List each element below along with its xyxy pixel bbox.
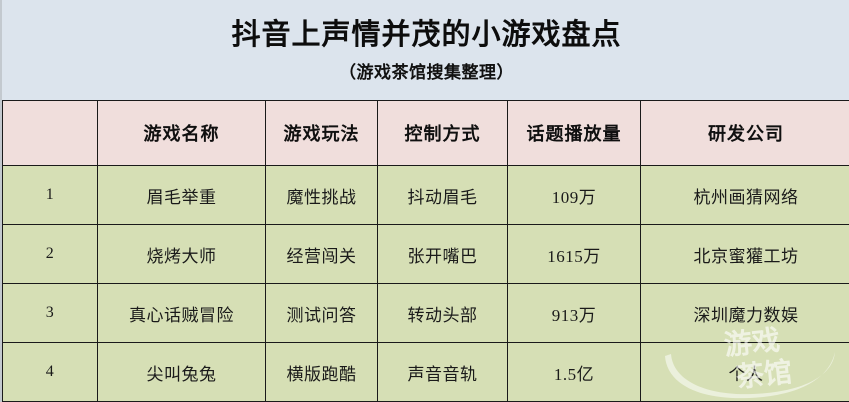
cell-company: 北京蜜獾工坊 [640,224,849,284]
cell-game-name: 真心话贼冒险 [97,283,266,343]
cell-index: 1 [2,165,98,225]
cell-game-name: 烧烤大师 [97,224,266,284]
cell-index: 2 [2,224,98,284]
page-subtitle: （游戏茶馆搜集整理） [339,63,514,83]
cell-game-name: 尖叫兔兔 [97,342,266,402]
column-header-company: 研发公司 [640,100,849,166]
table-row: 2 烧烤大师 经营闯关 张开嘴巴 1615万 北京蜜獾工坊 [2,224,849,284]
cell-gameplay: 测试问答 [265,283,378,343]
table-row: 3 真心话贼冒险 测试问答 转动头部 913万 深圳魔力数娱 [2,283,849,343]
cell-company: 深圳魔力数娱 [640,283,849,343]
title-block: 抖音上声情并茂的小游戏盘点 （游戏茶馆搜集整理） [2,0,849,100]
cell-control-method: 声音音轨 [377,342,508,402]
cell-control-method: 转动头部 [377,283,508,343]
cell-topic-views: 1615万 [507,224,641,284]
table-row: 1 眉毛举重 魔性挑战 抖动眉毛 109万 杭州画猜网络 [2,165,849,225]
cell-gameplay: 经营闯关 [265,224,378,284]
cell-topic-views: 913万 [507,283,641,343]
cell-control-method: 抖动眉毛 [377,165,508,225]
cell-company: 杭州画猜网络 [640,165,849,225]
column-header-name: 游戏名称 [97,100,266,166]
column-header-control: 控制方式 [377,100,508,166]
cell-index: 3 [2,283,98,343]
cell-gameplay: 横版跑酷 [265,342,378,402]
table-row: 4 尖叫兔兔 横版跑酷 声音音轨 1.5亿 个人 [2,342,849,402]
cell-index: 4 [2,342,98,402]
column-header-views: 话题播放量 [507,100,641,166]
cell-game-name: 眉毛举重 [97,165,266,225]
table-header-row: 游戏名称 游戏玩法 控制方式 话题播放量 研发公司 [2,100,849,166]
cell-company: 个人 [640,342,849,402]
cell-gameplay: 魔性挑战 [265,165,378,225]
cell-control-method: 张开嘴巴 [377,224,508,284]
page-title: 抖音上声情并茂的小游戏盘点 [231,19,622,51]
column-header-play: 游戏玩法 [265,100,378,166]
cell-topic-views: 1.5亿 [507,342,641,402]
game-list-table: 游戏名称 游戏玩法 控制方式 话题播放量 研发公司 1 眉毛举重 魔性挑战 抖动… [2,100,849,402]
cell-topic-views: 109万 [507,165,641,225]
column-header-index [2,100,98,166]
